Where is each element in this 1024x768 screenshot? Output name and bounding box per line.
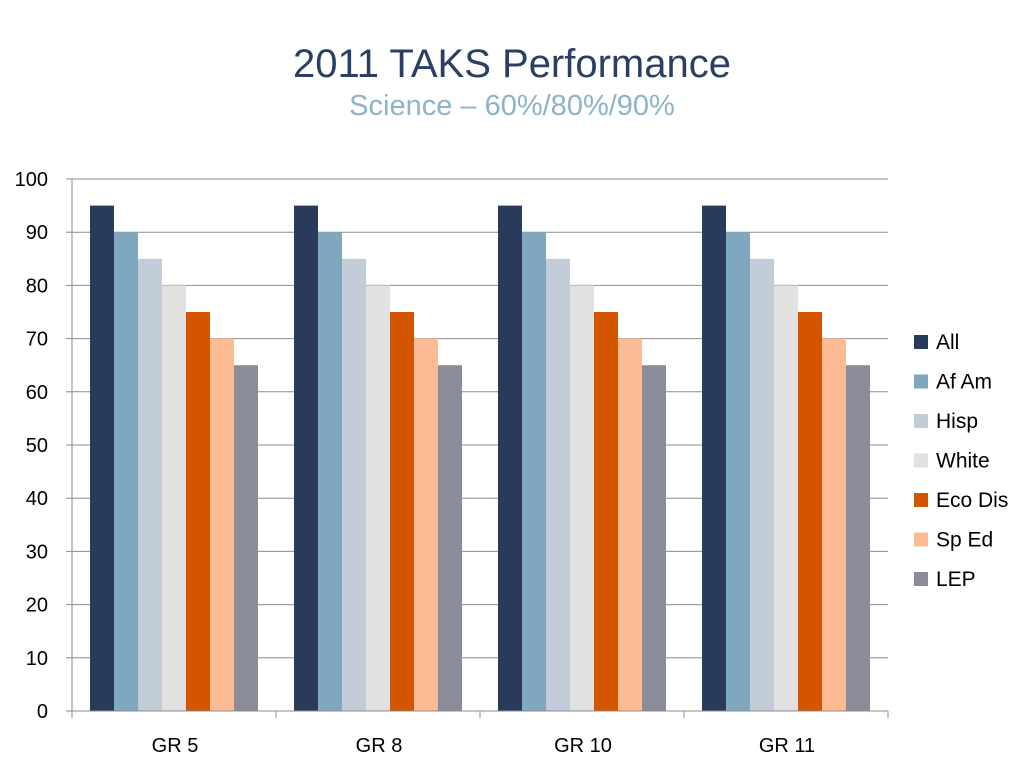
legend-swatch (914, 335, 928, 349)
bar-eco-dis-gr-5 (186, 312, 210, 711)
axes: 0 10 20 30 40 50 60 70 80 90 100 GR 5 GR 8 GR 10 GR 11 (15, 169, 889, 757)
slide-subtitle: Science – 60%/80%/90% (349, 90, 675, 122)
bar-af-am-gr-8 (318, 232, 342, 711)
legend-swatch (914, 572, 928, 586)
bar-white-gr-11 (774, 285, 798, 711)
x-category-label: GR 5 (152, 735, 199, 757)
y-tick-label: 100 (15, 169, 48, 191)
y-tick-label: 50 (26, 435, 48, 457)
bar-white-gr-5 (162, 285, 186, 711)
bar-all-gr-8 (294, 205, 318, 711)
bar-lep-gr-11 (846, 365, 870, 711)
bar-eco-dis-gr-8 (390, 312, 414, 711)
legend-label: LEP (936, 568, 976, 591)
y-tick-label: 30 (26, 541, 48, 563)
y-tick-label: 80 (26, 275, 48, 297)
legend-swatch (914, 414, 928, 428)
y-tick-label: 10 (26, 648, 48, 670)
legend-swatch (914, 453, 928, 468)
legend-label: Eco Dis (936, 489, 1008, 512)
bar-all-gr-10 (498, 205, 522, 711)
bar-hisp-gr-11 (750, 258, 774, 711)
bar-all-gr-5 (90, 205, 114, 711)
y-tick-label: 70 (26, 329, 48, 351)
bar-af-am-gr-11 (726, 232, 750, 711)
legend: All Af Am Hisp White Eco Dis Sp Ed LEP (914, 331, 1008, 591)
bars (90, 205, 870, 711)
legend-swatch (914, 493, 928, 507)
bar-sp-ed-gr-10 (618, 338, 642, 711)
x-category-label: GR 10 (554, 735, 612, 757)
slide-title: 2011 TAKS Performance (292, 42, 731, 86)
x-category-label: GR 8 (356, 735, 403, 757)
bar-lep-gr-8 (438, 365, 462, 711)
bar-hisp-gr-5 (138, 258, 162, 711)
legend-label: Sp Ed (936, 529, 993, 552)
y-tick-label: 0 (37, 701, 48, 723)
legend-label: All (936, 331, 959, 354)
legend-swatch (914, 532, 928, 547)
x-category-label: GR 11 (759, 735, 815, 757)
bar-all-gr-11 (702, 205, 726, 711)
legend-swatch (914, 374, 928, 389)
y-tick-label: 90 (26, 222, 48, 244)
bar-white-gr-8 (366, 285, 390, 711)
y-tick-label: 20 (26, 595, 48, 617)
bar-af-am-gr-10 (522, 232, 546, 711)
bar-sp-ed-gr-8 (414, 338, 438, 711)
bar-lep-gr-10 (642, 365, 666, 711)
bar-eco-dis-gr-11 (798, 312, 822, 711)
legend-label: Hisp (936, 410, 978, 433)
bar-hisp-gr-8 (342, 258, 366, 711)
bar-af-am-gr-5 (114, 232, 138, 711)
y-tick-label: 60 (26, 382, 48, 404)
legend-label: Af Am (936, 371, 992, 394)
bar-eco-dis-gr-10 (594, 312, 618, 711)
bar-sp-ed-gr-5 (210, 338, 234, 711)
bar-sp-ed-gr-11 (822, 338, 846, 711)
legend-label: White (936, 450, 990, 473)
bar-lep-gr-5 (234, 365, 258, 711)
y-tick-label: 40 (26, 488, 48, 510)
bar-white-gr-10 (570, 285, 594, 711)
bar-hisp-gr-10 (546, 258, 570, 711)
